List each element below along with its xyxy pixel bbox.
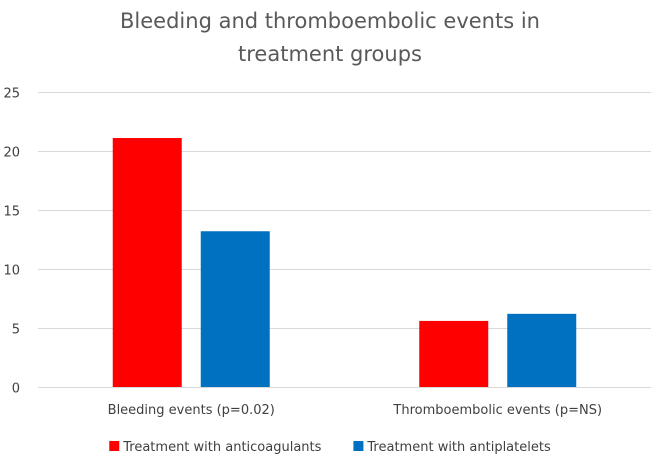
bars — [112, 138, 577, 387]
bar-antiplatelets-bleeding — [200, 231, 270, 387]
y-tick-label-0: 0 — [12, 382, 20, 397]
y-tick-label-10: 10 — [3, 264, 20, 279]
legend-swatch-0 — [109, 441, 120, 451]
y-tick-label-5: 5 — [12, 323, 20, 338]
chart-title: Bleeding and thromboembolic events in tr… — [120, 9, 540, 66]
legend-label-1: Treatment with antiplatelets — [366, 440, 551, 455]
x-category-label-0: Bleeding events (p=0.02) — [108, 403, 275, 418]
legend: Treatment with anticoagulants Treatment w… — [109, 440, 551, 455]
legend-swatch-1 — [353, 441, 364, 451]
bar-antiplatelets-thromboembolic — [507, 313, 577, 387]
y-tick-label-20: 20 — [3, 146, 20, 161]
x-axis: Bleeding events (p=0.02) Thromboembolic e… — [108, 403, 602, 418]
bar-anticoagulants-bleeding — [112, 138, 182, 387]
y-tick-label-25: 25 — [3, 87, 20, 102]
y-tick-label-15: 15 — [3, 205, 20, 220]
chart-title-line-2: treatment groups — [238, 42, 422, 66]
x-category-label-1: Thromboembolic events (p=NS) — [392, 403, 602, 418]
bar-anticoagulants-thromboembolic — [419, 320, 489, 387]
chart-title-line-1: Bleeding and thromboembolic events in — [120, 9, 540, 33]
y-axis: 0 5 10 15 20 25 — [3, 87, 20, 397]
legend-label-0: Treatment with anticoagulants — [122, 440, 321, 455]
legend-item-anticoagulants: Treatment with anticoagulants — [109, 440, 322, 455]
legend-item-antiplatelets: Treatment with antiplatelets — [353, 440, 551, 455]
